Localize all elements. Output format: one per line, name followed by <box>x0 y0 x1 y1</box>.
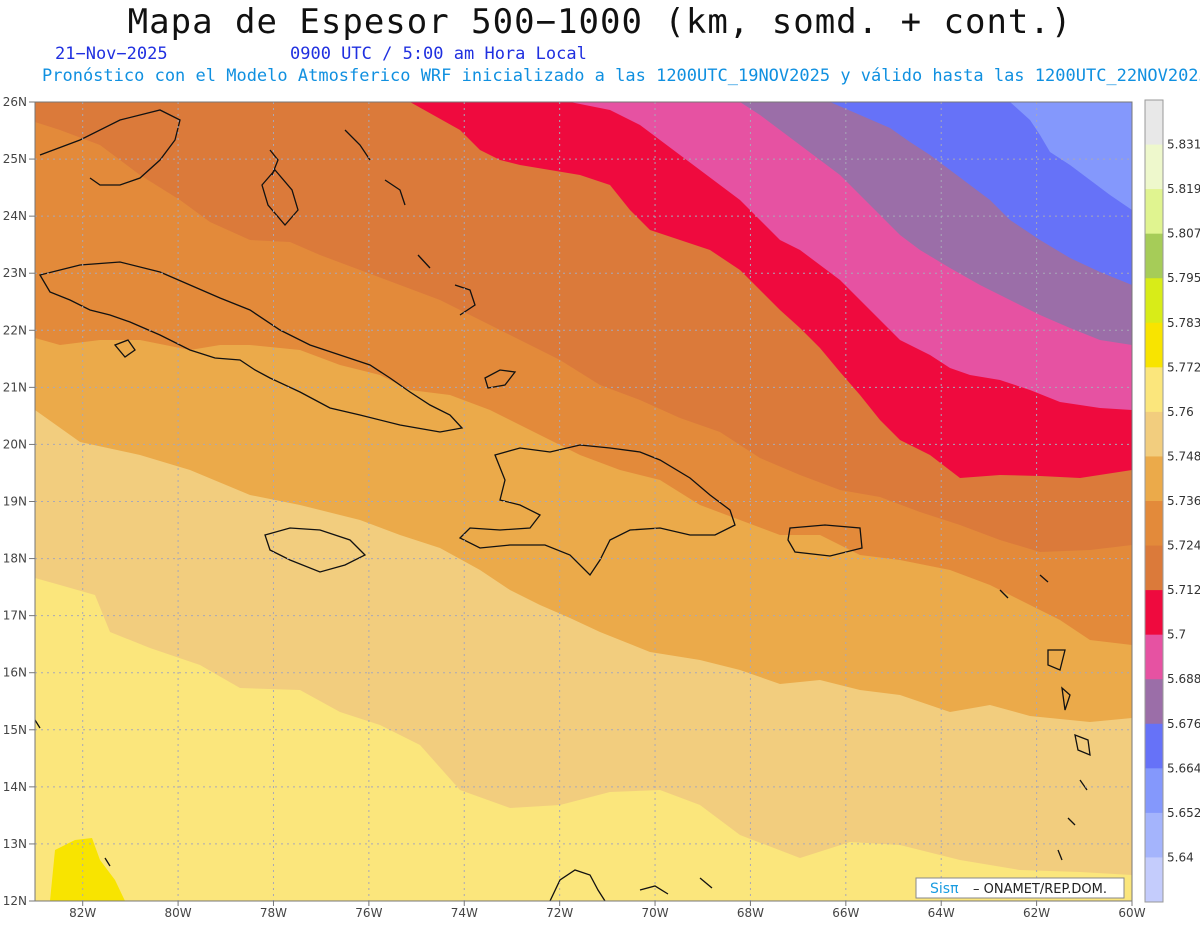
colorbar-label: 5.688 <box>1167 672 1200 686</box>
band-5760 <box>35 578 1132 901</box>
colorbar-swatch <box>1145 590 1163 636</box>
colorbar-swatch <box>1145 768 1163 814</box>
lon-label: 70W <box>641 906 668 920</box>
credit-text: – ONAMET/REP.DOM. <box>973 882 1107 897</box>
latitude-labels: 26N 25N 24N 23N 22N 21N 20N 19N 18N 17N 16N 15N 14N 1… <box>3 95 35 908</box>
lat-label: 23N <box>3 266 27 280</box>
lon-label: 80W <box>165 906 192 920</box>
credit-brand: Sisπ <box>930 881 959 897</box>
colorbar-label: 5.76 <box>1167 405 1194 419</box>
map-title: Mapa de Espesor 500−1000 (km, somd. + co… <box>127 2 1073 42</box>
lon-label: 74W <box>451 906 478 920</box>
lon-label: 78W <box>260 906 287 920</box>
colorbar-label: 5.7 <box>1167 628 1186 642</box>
colorbar-swatch <box>1145 278 1163 324</box>
thickness-map: 26N 25N 24N 23N 22N 21N 20N 19N 18N 17N 16N 15N 14N 1… <box>0 90 1200 931</box>
colorbar-label: 5.748 <box>1167 449 1200 463</box>
colorbar-label: 5.712 <box>1167 583 1200 597</box>
forecast-date: 21−Nov−2025 <box>55 44 168 64</box>
colorbar-swatch <box>1145 322 1163 368</box>
lat-label: 12N <box>3 894 27 908</box>
colorbar-swatch <box>1145 411 1163 457</box>
lat-label: 18N <box>3 552 27 566</box>
jamaica-coast <box>264 527 367 573</box>
colorbar-label: 5.676 <box>1167 717 1200 731</box>
colorbar-label: 5.736 <box>1167 494 1200 508</box>
lon-label: 76W <box>355 906 382 920</box>
lat-label: 22N <box>3 323 27 337</box>
lat-label: 19N <box>3 495 27 509</box>
bahamas-abaco <box>269 149 279 176</box>
colorbar-swatch <box>1145 545 1163 591</box>
isle-of-youth <box>113 339 136 358</box>
colorbar-label: 5.831 <box>1167 138 1200 152</box>
colorbar-swatch <box>1145 634 1163 680</box>
colorbar-label: 5.664 <box>1167 761 1200 775</box>
lon-label: 82W <box>69 906 96 920</box>
lat-label: 15N <box>3 723 27 737</box>
lat-lon-grid <box>35 102 1132 901</box>
colorbar-label: 5.783 <box>1167 316 1200 330</box>
lon-label: 62W <box>1023 906 1050 920</box>
lon-label: 64W <box>928 906 955 920</box>
south-america-coast <box>549 869 606 901</box>
lon-label: 66W <box>832 906 859 920</box>
lon-label: 68W <box>737 906 764 920</box>
lat-label: 25N <box>3 152 27 166</box>
colorbar-label: 5.807 <box>1167 227 1200 241</box>
colorbar-label: 5.724 <box>1167 539 1200 553</box>
colorbar-swatch <box>1145 189 1163 235</box>
lat-label: 16N <box>3 666 27 680</box>
band-5652 <box>1010 102 1132 210</box>
credit-box: Sisπ – ONAMET/REP.DOM. <box>915 877 1125 899</box>
colorbar-swatch <box>1145 857 1163 903</box>
lat-label: 17N <box>3 609 27 623</box>
lon-label: 72W <box>546 906 573 920</box>
colorbar-label: 5.819 <box>1167 182 1200 196</box>
colorbar-swatch <box>1145 100 1163 146</box>
bahamas-andros <box>261 169 299 226</box>
forecast-time: 0900 UTC / 5:00 am Hora Local <box>290 44 587 64</box>
model-init-info: Pronóstico con el Modelo Atmosferico WRF… <box>42 66 1200 86</box>
colorbar: 5.831 5.819 5.807 5.795 5.783 5.772 5.76 5.748 5… <box>1144 99 1200 903</box>
florida-coast <box>39 109 181 186</box>
lat-label: 13N <box>3 837 27 851</box>
lon-label: 60W <box>1118 906 1145 920</box>
colorbar-swatch <box>1145 723 1163 769</box>
hispaniola-coast <box>458 444 736 577</box>
colorbar-swatch <box>1145 812 1163 858</box>
colorbar-label: 5.795 <box>1167 271 1200 285</box>
colorbar-swatch <box>1145 501 1163 547</box>
colorbar-swatch <box>1145 456 1163 502</box>
map-plot-area <box>35 102 1132 901</box>
cuba-coast <box>38 261 464 433</box>
longitude-labels: 82W 80W 78W 76W 74W 72W 70W 68W 66W 64W 62W 60W <box>69 901 1146 920</box>
colorbar-swatch <box>1145 367 1163 413</box>
coastlines <box>35 109 1091 901</box>
colorbar-swatch <box>1145 679 1163 725</box>
colorbar-label: 5.772 <box>1167 360 1200 374</box>
lat-label: 26N <box>3 95 27 109</box>
colorbar-swatch <box>1145 233 1163 279</box>
lat-label: 24N <box>3 209 27 223</box>
colorbar-swatch <box>1145 144 1163 190</box>
colorbar-label: 5.64 <box>1167 850 1194 864</box>
lat-label: 14N <box>3 780 27 794</box>
lat-label: 20N <box>3 437 27 451</box>
colorbar-label: 5.652 <box>1167 806 1200 820</box>
colorbar-frame <box>1144 99 1164 903</box>
band-5772 <box>50 838 125 901</box>
lat-label: 21N <box>3 380 27 394</box>
